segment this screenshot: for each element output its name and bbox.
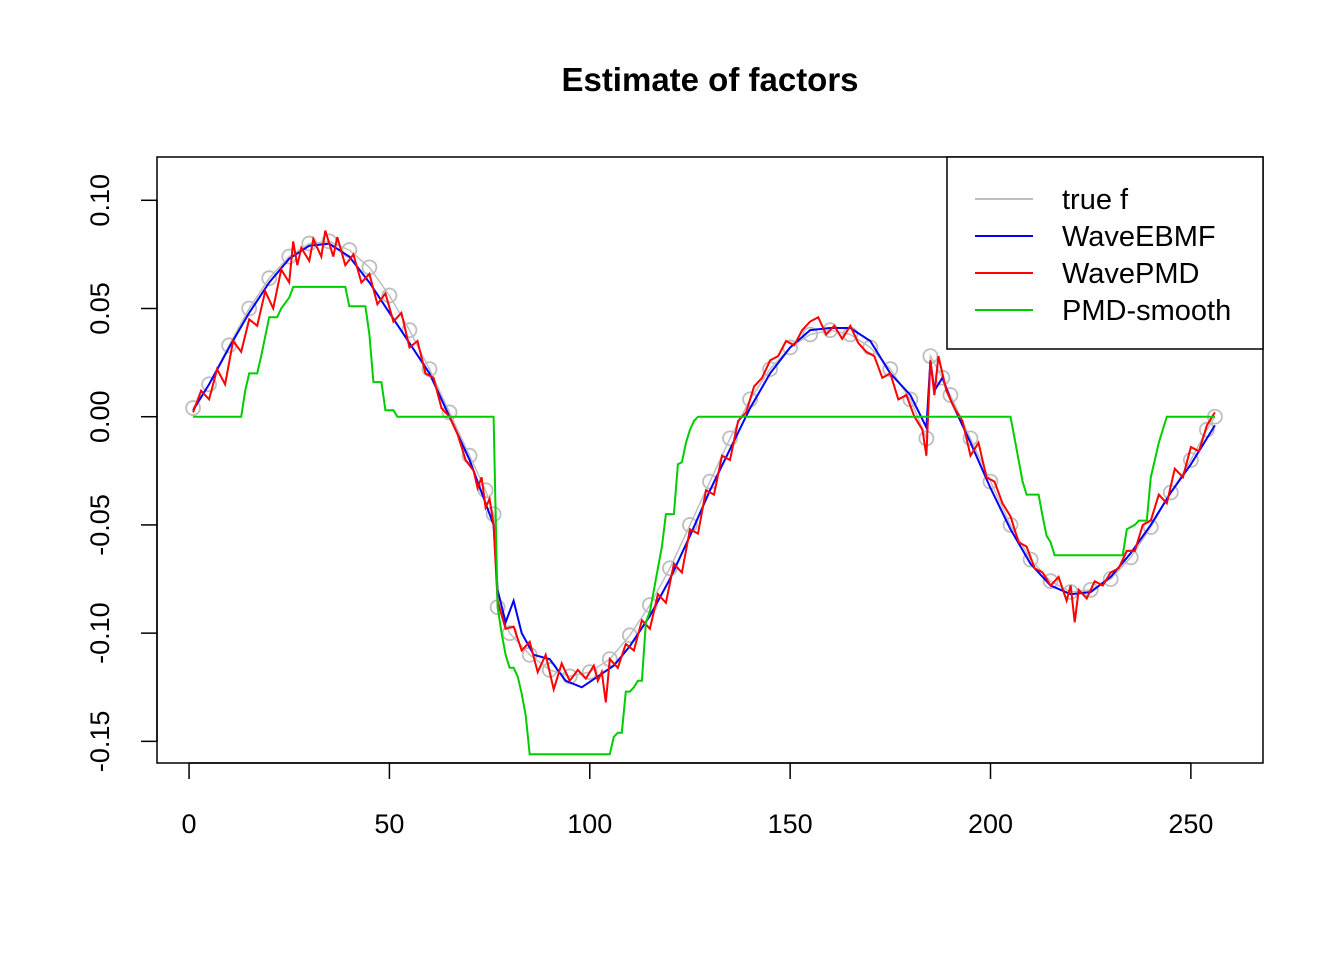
x-tick-label: 200 — [968, 809, 1013, 839]
data-point-true-f — [441, 404, 458, 421]
data-point-true-f — [722, 430, 738, 447]
data-point-true-f — [201, 376, 217, 393]
series-layer — [185, 230, 1223, 756]
y-tick-label: -0.05 — [85, 494, 115, 556]
series-wavepmd — [192, 230, 1216, 703]
series-line-waveebmf — [192, 242, 1216, 689]
legend-box — [946, 156, 1264, 350]
legend-label: WaveEBMF — [1062, 221, 1216, 253]
legend-label: WavePMD — [1062, 258, 1200, 290]
chart-title: Estimate of factors — [561, 61, 858, 98]
y-tick-label: -0.15 — [85, 711, 115, 773]
data-point-true-f — [802, 326, 819, 343]
data-point-true-f — [401, 322, 418, 339]
x-tick-label: 50 — [374, 809, 404, 839]
legend-label: true f — [1062, 184, 1129, 216]
series-line-pmd-smooth — [193, 285, 1215, 756]
data-point-true-f — [477, 482, 494, 499]
data-point-true-f — [185, 400, 201, 416]
x-tick-label: 0 — [182, 809, 197, 839]
data-point-true-f — [1022, 551, 1039, 568]
series-waveebmf — [192, 242, 1216, 689]
data-point-true-f — [1042, 573, 1059, 590]
y-axis: -0.15 -0.10 -0.05 0.00 0.05 0.10 — [85, 174, 158, 773]
data-point-true-f — [381, 287, 398, 304]
x-axis: 0 50 100 150 200 250 — [182, 762, 1213, 839]
legend: true f WaveEBMF WavePMD PMD-smooth — [946, 156, 1264, 350]
data-point-true-f — [241, 300, 258, 317]
y-tick-label: -0.10 — [85, 602, 115, 664]
data-point-true-f — [962, 430, 979, 447]
data-point-true-f — [261, 270, 278, 287]
data-point-true-f — [1182, 452, 1199, 468]
y-tick-label: 0.00 — [85, 390, 115, 443]
series-pmd-smooth — [193, 285, 1215, 756]
data-point-true-f — [581, 664, 598, 680]
data-point-true-f — [942, 387, 959, 403]
x-tick-label: 100 — [567, 809, 612, 839]
data-point-true-f — [1082, 581, 1099, 598]
series-line-wavepmd — [192, 230, 1216, 703]
x-tick-label: 150 — [768, 809, 813, 839]
x-tick-label: 250 — [1168, 809, 1213, 839]
y-tick-label: 0.10 — [85, 174, 115, 227]
legend-label: PMD-smooth — [1062, 295, 1231, 327]
y-tick-label: 0.05 — [85, 282, 115, 335]
